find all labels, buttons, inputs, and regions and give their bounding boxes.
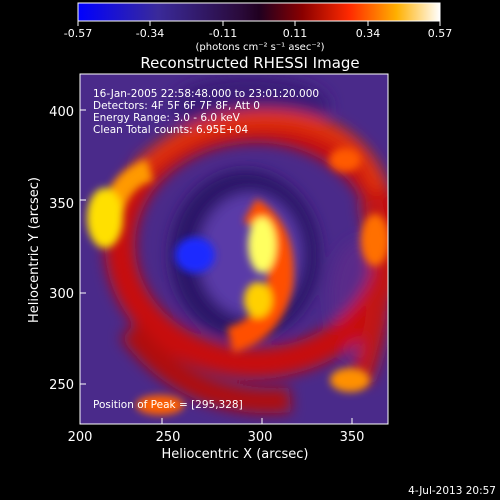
- colorbar-ticks: [77, 21, 441, 26]
- y-tick-label: 300: [49, 287, 74, 302]
- x-tick-label: 300: [248, 430, 273, 445]
- plot-frame: [79, 73, 389, 425]
- axis-ticks: [79, 109, 353, 424]
- x-tick-label: 350: [340, 430, 365, 445]
- x-tick-label: 250: [156, 430, 181, 445]
- y-tick-label: 250: [49, 378, 74, 393]
- x-axis-title: Heliocentric X (arcsec): [162, 447, 309, 462]
- peak-position: Position of Peak = [295,328]: [93, 399, 243, 411]
- y-axis-title: Heliocentric Y (arcsec): [27, 177, 42, 323]
- info-detectors: Detectors: 4F 5F 6F 7F 8F, Att 0: [93, 100, 260, 112]
- colorbar-tick-label: -0.34: [136, 27, 164, 40]
- y-tick-label: 400: [49, 105, 74, 120]
- colorbar-tick-label: 0.11: [283, 27, 308, 40]
- colorbar-tick-label: -0.57: [64, 27, 92, 40]
- colorbar-tick-label: 0.34: [356, 27, 381, 40]
- x-tick-label: 200: [68, 430, 93, 445]
- colorbar-units: (photons cm⁻² s⁻¹ asec⁻²): [195, 42, 324, 53]
- rhessi-image: [80, 74, 388, 424]
- info-time-range: 16-Jan-2005 22:58:48.000 to 23:01:20.000: [93, 88, 319, 100]
- colorbar: -0.57 -0.34 -0.11 0.11 0.34 0.57 (photon…: [64, 2, 453, 53]
- image-title: Reconstructed RHESSI Image: [140, 54, 359, 72]
- info-energy-range: Energy Range: 3.0 - 6.0 keV: [93, 112, 241, 124]
- colorbar-tick-label: -0.11: [209, 27, 237, 40]
- colorbar-gradient: [77, 2, 441, 22]
- footer-timestamp: 4-Jul-2013 20:57: [408, 485, 496, 497]
- info-clean-counts: Clean Total counts: 6.95E+04: [93, 124, 248, 136]
- y-tick-label: 350: [49, 197, 74, 212]
- colorbar-tick-label: 0.57: [428, 27, 453, 40]
